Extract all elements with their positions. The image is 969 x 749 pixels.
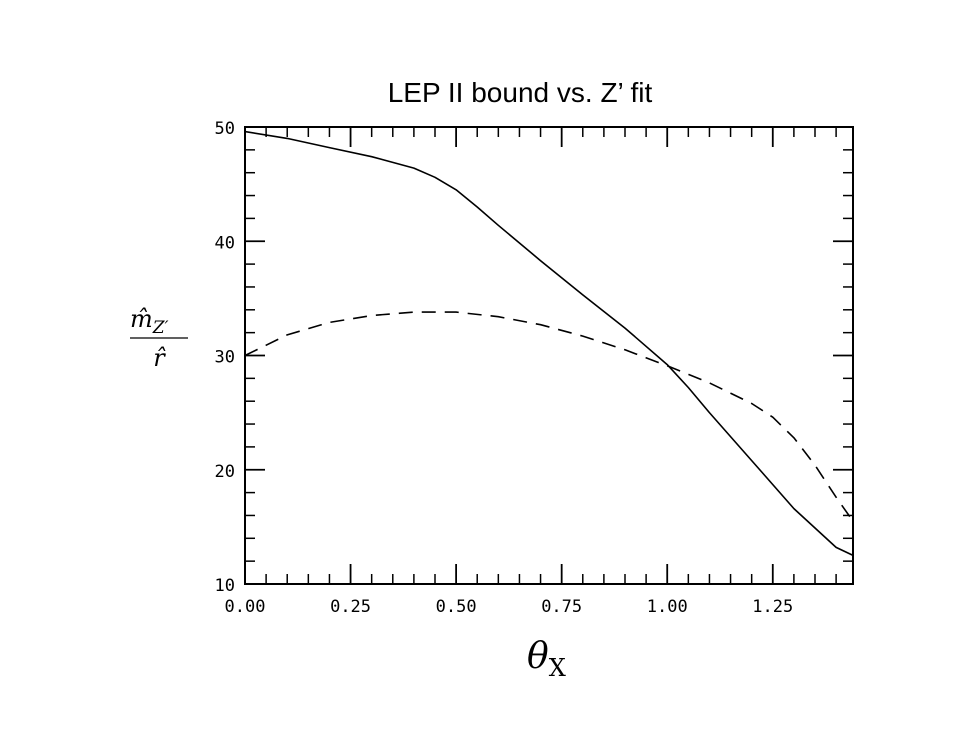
series-lines (244, 130, 854, 557)
chart-title: LEP II bound vs. Z’ fit (388, 77, 653, 108)
y-axis-label: m̂Z′ r̂ (130, 305, 188, 372)
x-axis-label: θX (527, 636, 566, 682)
y-tick-label: 10 (215, 576, 235, 596)
x-tick-label: 1.25 (752, 597, 793, 617)
series-dashed-line (244, 311, 854, 522)
x-tick-label: 0.75 (541, 597, 582, 617)
x-tick-labels: 0.00 0.25 0.50 0.75 1.00 1.25 (225, 597, 794, 617)
x-label-main: θ (527, 636, 549, 677)
x-label-sub: X (549, 654, 566, 682)
major-ticks (244, 126, 853, 585)
x-tick-label: 0.25 (330, 597, 371, 617)
svg-text:θX: θX (527, 636, 566, 682)
y-label-numerator-sub: Z′ (152, 318, 169, 338)
y-tick-label: 30 (215, 348, 235, 368)
y-tick-label: 50 (215, 119, 235, 139)
x-tick-label: 0.00 (225, 597, 266, 617)
y-label-numerator: m̂ (130, 305, 153, 333)
y-label-denominator: r̂ (153, 344, 166, 372)
plot-frame (244, 126, 854, 585)
plot-area: 0.00 0.25 0.50 0.75 1.00 1.25 10 20 30 40 50 (215, 119, 854, 617)
svg-text:m̂Z′: m̂Z′ (130, 305, 169, 338)
minor-ticks (245, 127, 853, 584)
y-tick-labels: 10 20 30 40 50 (215, 119, 235, 596)
x-tick-label: 0.50 (436, 597, 477, 617)
y-tick-label: 20 (215, 462, 235, 482)
x-tick-label: 1.00 (647, 597, 688, 617)
y-tick-label: 40 (215, 233, 235, 253)
series-solid-line (244, 130, 854, 557)
